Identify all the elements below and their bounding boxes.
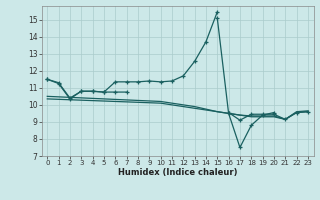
X-axis label: Humidex (Indice chaleur): Humidex (Indice chaleur) (118, 168, 237, 177)
